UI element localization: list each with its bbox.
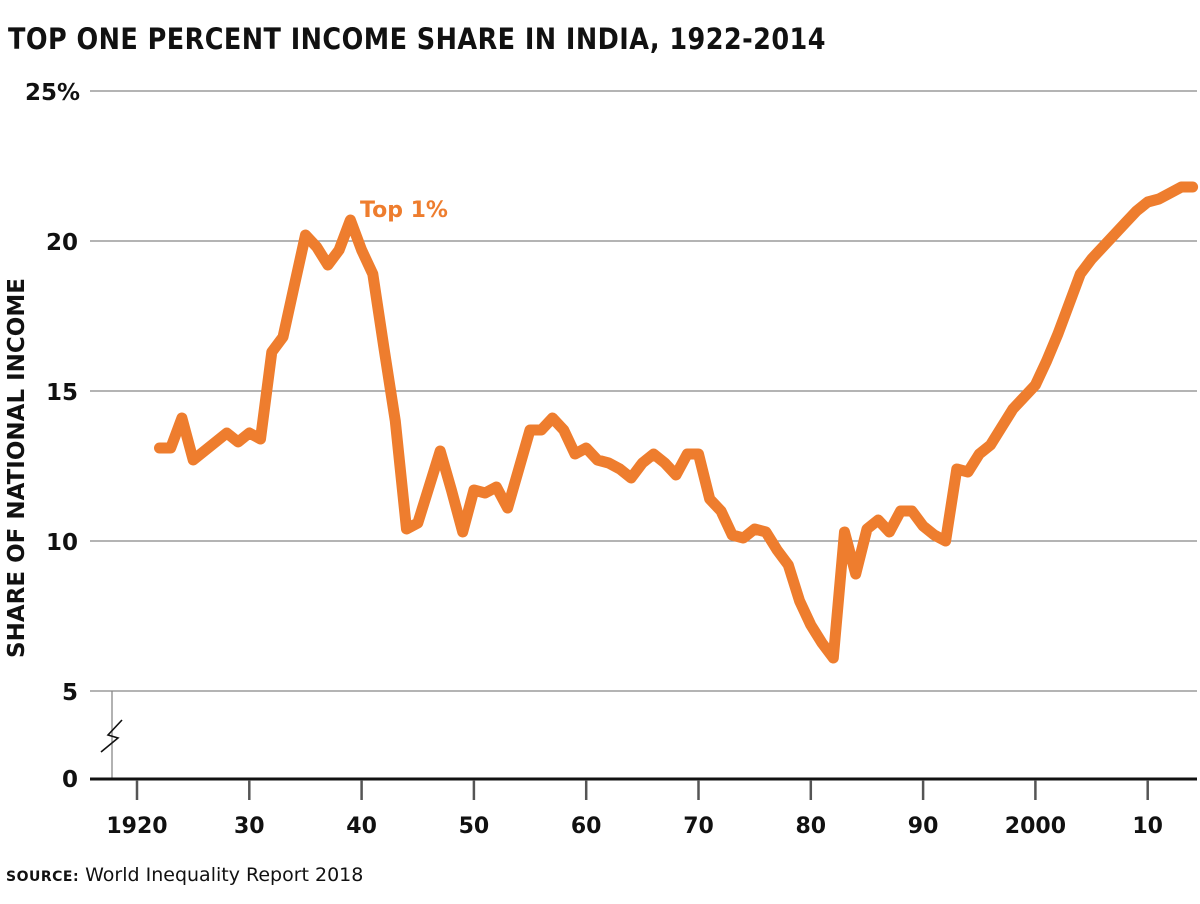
x-tick-label: 10 [1132, 814, 1163, 839]
x-tick-label: 1920 [106, 814, 167, 839]
y-tick-label: 5 [62, 680, 78, 706]
series-label: Top 1% [360, 198, 448, 223]
series-line-top-1 [154, 181, 1199, 664]
x-tick-label: 90 [908, 814, 939, 839]
x-tick-label: 60 [571, 814, 602, 839]
axis-break-icon [100, 719, 123, 753]
y-tick-label: 20 [46, 230, 78, 256]
x-tick-label: 2000 [1005, 814, 1066, 839]
y-tick-label: 25% [25, 80, 80, 106]
y-tick-label: 10 [46, 530, 78, 556]
y-tick-label: 15 [46, 380, 78, 406]
x-tick-label: 50 [459, 814, 490, 839]
x-tick-label: 70 [683, 814, 714, 839]
x-tick-label: 30 [234, 814, 265, 839]
y-tick-label: 0 [62, 767, 78, 793]
x-tick-label: 40 [346, 814, 377, 839]
source-label: SOURCE: [6, 869, 80, 885]
source-text: World Inequality Report 2018 [85, 864, 364, 886]
x-tick-label: 80 [795, 814, 826, 839]
source-note: SOURCE: World Inequality Report 2018 [6, 864, 363, 886]
y-axis-label: SHARE OF NATIONAL INCOME [4, 278, 30, 658]
chart-title: TOP ONE PERCENT INCOME SHARE IN INDIA, 1… [8, 22, 826, 56]
